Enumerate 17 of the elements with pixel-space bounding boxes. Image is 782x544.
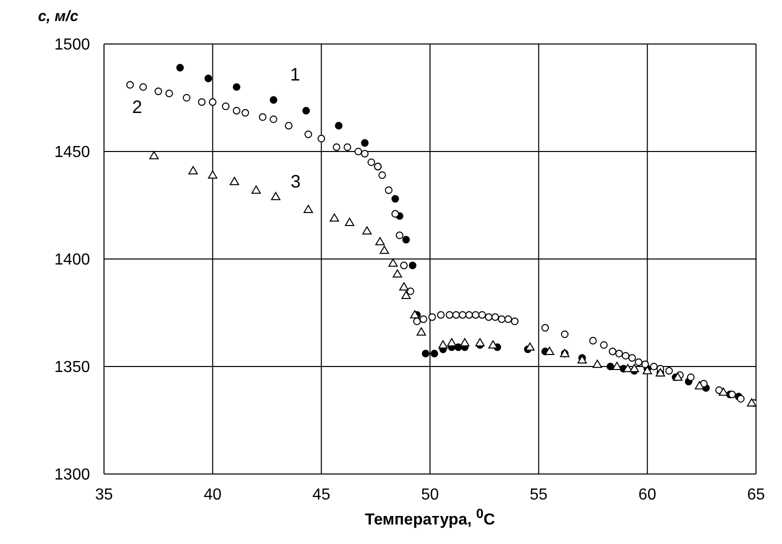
- x-axis-title: Температура, $^{0}$C: [364, 506, 496, 530]
- y-axis-title: c, м/с: [38, 8, 78, 25]
- series-label: 2: [132, 96, 142, 117]
- y-tick-label: 1400: [54, 252, 90, 269]
- x-tick-label: 50: [421, 486, 439, 504]
- y-tick-label: 1450: [54, 144, 90, 162]
- x-tick-label: 45: [312, 486, 330, 504]
- y-tick-label: 1350: [54, 359, 90, 376]
- x-tick-label: 35: [95, 486, 113, 504]
- y-tick-label: 1500: [54, 36, 90, 54]
- series-label: 1: [290, 64, 300, 85]
- x-tick-label: 65: [747, 486, 765, 504]
- x-tick-label: 60: [638, 486, 656, 504]
- x-tick-label: 40: [204, 486, 222, 504]
- x-tick-label: 55: [530, 486, 548, 504]
- series-label: 3: [290, 172, 301, 192]
- y-tick-label: 1300: [54, 466, 90, 484]
